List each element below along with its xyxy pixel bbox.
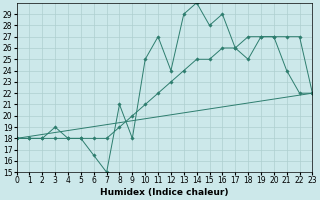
X-axis label: Humidex (Indice chaleur): Humidex (Indice chaleur) — [100, 188, 229, 197]
